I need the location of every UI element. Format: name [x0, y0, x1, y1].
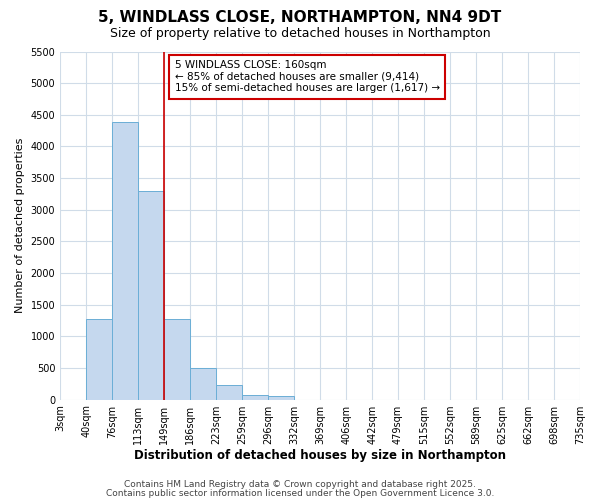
Text: Contains HM Land Registry data © Crown copyright and database right 2025.: Contains HM Land Registry data © Crown c…	[124, 480, 476, 489]
Bar	[138, 190, 164, 400]
Bar	[190, 368, 216, 400]
Text: 5, WINDLASS CLOSE, NORTHAMPTON, NN4 9DT: 5, WINDLASS CLOSE, NORTHAMPTON, NN4 9DT	[98, 10, 502, 25]
Text: Size of property relative to detached houses in Northampton: Size of property relative to detached ho…	[110, 28, 490, 40]
Bar	[112, 122, 138, 400]
Bar	[86, 319, 112, 400]
Bar	[268, 396, 294, 400]
Bar	[164, 318, 190, 400]
X-axis label: Distribution of detached houses by size in Northampton: Distribution of detached houses by size …	[134, 450, 506, 462]
Bar	[216, 385, 242, 400]
Y-axis label: Number of detached properties: Number of detached properties	[15, 138, 25, 313]
Text: Contains public sector information licensed under the Open Government Licence 3.: Contains public sector information licen…	[106, 488, 494, 498]
Bar	[242, 395, 268, 400]
Text: 5 WINDLASS CLOSE: 160sqm
← 85% of detached houses are smaller (9,414)
15% of sem: 5 WINDLASS CLOSE: 160sqm ← 85% of detach…	[175, 60, 440, 94]
